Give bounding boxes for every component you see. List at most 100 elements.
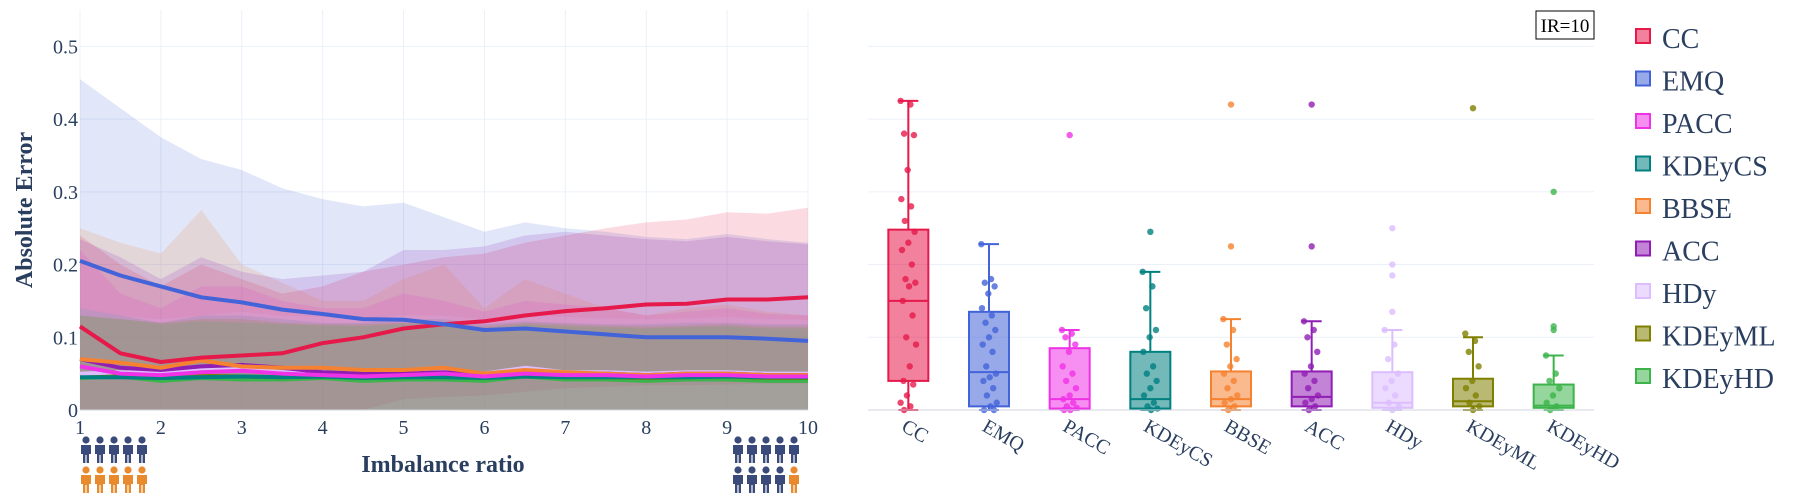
data-point [1142,304,1150,312]
ir-annotation-text: IR=10 [1541,16,1590,37]
person-icon [746,466,757,493]
data-point [1556,384,1563,392]
box-emq [968,240,1010,414]
person-icon [81,466,91,493]
data-point [1152,326,1160,334]
data-point [908,261,916,268]
data-point [1302,399,1309,406]
data-point [1472,392,1480,399]
box-cc [887,97,930,414]
right-people-group [732,436,799,493]
data-point [897,399,904,406]
box-kdeyml [1452,104,1494,414]
data-point [1385,399,1393,406]
person-icon [774,436,785,463]
data-point [981,279,988,286]
data-point [900,377,907,385]
x-tick-label: HDy [1382,415,1427,453]
x-tick-label: 1 [75,417,85,439]
x-tick-label: PACC [1059,415,1114,459]
data-point [1058,326,1066,334]
data-point [1062,377,1070,385]
person-head [82,436,90,444]
person-icon [81,436,91,463]
person-icon [774,466,785,493]
data-point [1066,392,1073,399]
data-point [912,279,919,286]
band-hdy [80,308,808,410]
data-point [992,326,999,334]
person-head [776,436,784,444]
person-body [760,475,771,493]
person-body [81,445,91,463]
x-tick-label: EMQ [979,415,1029,457]
data-point [1391,341,1398,348]
person-icon [732,436,743,463]
person-head [82,466,90,474]
box-kdeycs [1129,228,1172,414]
person-body [732,475,743,493]
data-point [1233,355,1240,363]
data-point [1072,384,1080,392]
data-point [1394,370,1402,377]
person-body [123,475,133,493]
data-point [1143,370,1151,377]
line-emq [79,259,809,343]
legend-item-hdy: HDy [1635,279,1716,310]
person-head [790,466,798,474]
data-point [903,392,911,399]
data-point [1300,318,1308,325]
outlier-point [1469,104,1477,112]
person-body [760,445,771,463]
data-point [909,312,916,319]
person-head [110,466,118,474]
data-point [1304,384,1312,392]
legend-swatch [1635,155,1651,172]
legend-label: ACC [1662,237,1720,268]
data-point [1223,341,1231,348]
outlier-point [1550,326,1557,334]
data-point [980,377,987,385]
y-tick-label: 0.4 [53,109,78,131]
person-icon [732,466,743,493]
legend: CC EMQ PACC KDEyCS BBSE ACC HDy KDEyML KDEyHD [1635,24,1776,395]
legend-swatch [1635,28,1651,44]
data-point [1220,370,1228,377]
box-body [887,228,930,382]
legend-label: KDEyHD [1662,364,1774,395]
data-point [1462,384,1470,392]
left-people-group [81,436,147,493]
person-icon [760,466,771,493]
data-point [900,130,908,137]
data-point [1388,377,1395,385]
data-point [1311,403,1319,410]
person-body [732,445,743,463]
legend-label: CC [1662,24,1699,55]
data-point [1150,399,1158,406]
person-body [774,475,785,493]
data-point [1476,403,1483,410]
data-point [1382,384,1389,392]
box-kdeyhd [1532,188,1575,414]
outlier-point [1389,224,1396,232]
person-body [95,445,105,463]
band-emq [80,79,808,410]
legend-item-kdeyml: KDEyML [1635,322,1776,353]
person-head [748,436,756,444]
data-point [1308,395,1315,403]
data-point [1224,384,1231,392]
data-point [903,334,910,341]
data-point [1227,363,1234,370]
data-point [1552,370,1559,377]
x-tick-label: ACC [1301,415,1348,455]
person-body [746,475,757,493]
data-point [1146,334,1153,341]
person-icon [123,466,133,493]
legend-swatch [1635,70,1651,87]
data-point [1465,348,1473,356]
data-point [987,275,995,283]
outlier-point [1389,272,1396,279]
data-point [1542,352,1550,359]
box-body [1290,370,1333,408]
box-hdy [1371,224,1414,414]
